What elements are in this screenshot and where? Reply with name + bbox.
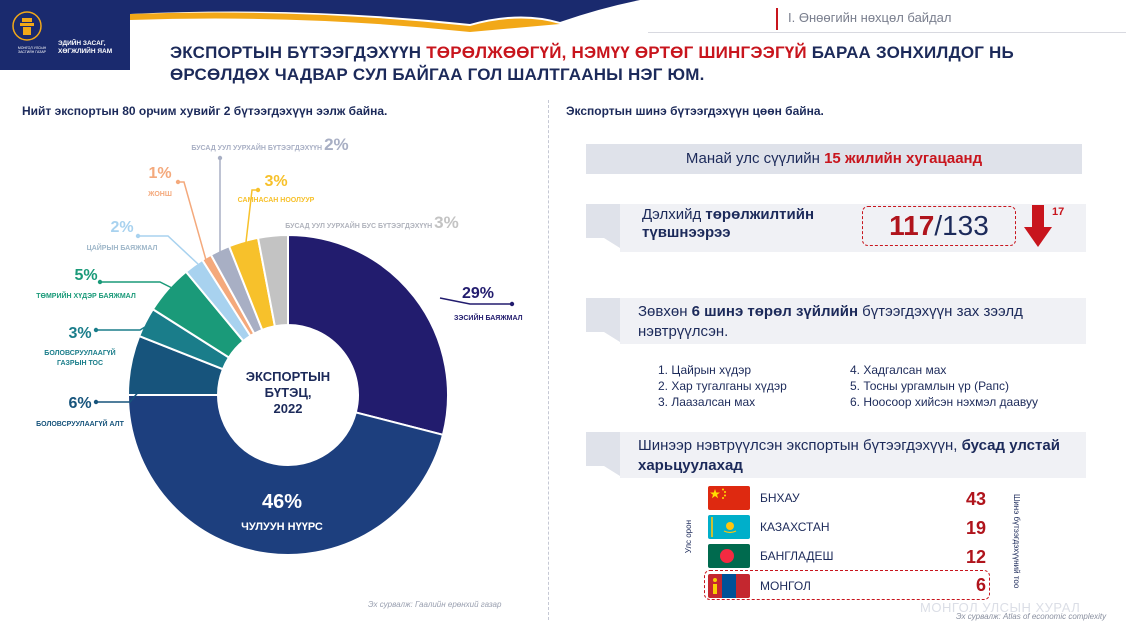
pie-category-label: ЗЭСИЙН БАЯЖМАЛ (454, 313, 523, 322)
watermark: МОНГОЛ УЛСЫН ХУРАЛ (920, 600, 1081, 615)
country-count: 43 (965, 489, 986, 509)
country-name: МОНГОЛ (760, 579, 811, 593)
pie-leader-dot (93, 327, 99, 333)
logo-ministry-text: МОНГОЛ УЛСЫН ЗАСГИЙН ГАЗАР (17, 46, 47, 54)
kazakhstan-flag-icon (708, 515, 750, 539)
country-name: БАНГЛАДЕШ (760, 549, 834, 563)
pie-leader-line (96, 323, 151, 331)
pie-leader-line (439, 297, 512, 305)
pie-percent-label: 1% (148, 165, 171, 182)
mongolia-flag-icon (708, 574, 750, 598)
new-products-text: Зөвхөн 6 шинэ төрөл зүйлийн бүтээгдэхүүн… (638, 303, 1023, 340)
pie-leader-dot (175, 179, 181, 185)
pie-category-label: ГАЗРЫН ТОС (57, 360, 103, 367)
pie-category-label: БОЛОВСРУУЛААГҮЙ АЛТ (36, 419, 124, 428)
period-ribbon: Манай улс сүүлийн 15 жилийн хугацаанд (586, 144, 1082, 174)
new-products-ribbon (586, 298, 1086, 344)
pie-leader-dot (97, 279, 103, 285)
pie-center-title: БҮТЭЦ, (265, 385, 312, 400)
list-item: 4. Хадгалсан мах (850, 363, 947, 377)
pie-leader-dot (135, 233, 141, 239)
pie-percent-label: 6% (68, 395, 91, 412)
country-count: 6 (975, 575, 986, 595)
bangladesh-flag-icon (708, 544, 750, 568)
page-title: ЭКСПОРТЫН БҮТЭЭГДЭХҮҮН ТӨРӨЛЖӨӨГҮЙ, НЭМҮ… (170, 43, 1014, 84)
pie-percent-label: 29% (462, 285, 494, 302)
pie-leader-dot (509, 301, 515, 307)
country-name: КАЗАХСТАН (760, 520, 830, 534)
pie-category-label: ЦАЙРЫН БАЯЖМАЛ (87, 243, 158, 252)
pie-category-label: ТӨМРИЙН ХҮДЭР БАЯЖМАЛ (36, 291, 136, 300)
pie-leader-dot (93, 399, 99, 405)
pie-leader-line (138, 235, 199, 265)
list-item: 1. Цайрын хүдэр (658, 363, 752, 377)
china-flag-icon (708, 486, 750, 510)
pie-percent-label: 46% (262, 491, 302, 513)
pie-leader-line (96, 389, 141, 403)
state-emblem-icon (12, 11, 42, 41)
list-item: 2. Хар тугалганы хүдэр (658, 379, 787, 393)
pie-leader-dot (255, 187, 261, 193)
pie-center-title: ЭКСПОРТЫН (246, 369, 330, 384)
pie-slice (126, 394, 445, 556)
list-item: 3. Лаазалсан мах (658, 395, 756, 409)
mongolia-highlight-box (704, 570, 990, 600)
country-count: 12 (965, 547, 986, 567)
product-list-right: 4. Хадгалсан мах 5. Тосны ургамлын үр (Р… (850, 362, 1038, 410)
pie-category-label: ЧУЛУУН НҮҮРС (241, 521, 323, 533)
pie-percent-label: 5% (74, 267, 97, 284)
section-marker (776, 8, 778, 30)
arrow-down-icon (1024, 205, 1052, 247)
pie-center-title: 2022 (274, 401, 303, 416)
comparison-ribbon (586, 432, 1086, 478)
rank-ribbon (586, 204, 1086, 252)
right-subtitle: Экспортын шинэ бүтээгдэхүүн цөөн байна. (566, 104, 824, 118)
pie-leader-dot (217, 155, 223, 161)
pie-leader-line (100, 281, 173, 289)
pie-percent-label: 3% (68, 325, 91, 342)
pie-category-label: БОЛОВСРУУЛААГҮЙ (44, 348, 115, 357)
left-source-note: Эх сурвалж: Гаалийн ерөнхий газар (368, 600, 502, 609)
left-subtitle: Нийт экспортын 80 орчим хувийг 2 бүтээгд… (22, 104, 388, 118)
ministry-name: ЭДИЙН ЗАСАГ, ХӨГЖЛИЙН ЯАМ (58, 40, 113, 55)
column-divider (548, 100, 549, 620)
pie-percent-label: 3% (264, 173, 287, 190)
section-label: I. Өнөөгийн нөхцөл байдал (788, 10, 952, 25)
comparison-text: Шинээр нэвтрүүлсэн экспортын бүтээгдэхүү… (638, 437, 1060, 474)
section-underline (648, 32, 1126, 33)
axis-label-country: Улс орон (684, 520, 693, 554)
pie-label: БУСАД УУЛ УУРХАЙН БУС БҮТЭЭГДЭХҮҮН 3% (285, 213, 459, 232)
pie-slice (256, 233, 289, 328)
pie-slice (287, 233, 449, 437)
country-count: 19 (965, 518, 986, 538)
pie-label: БУСАД УУЛ УУРХАЙН БҮТЭЭГДЭХҮҮН 2% (191, 135, 348, 154)
rank-value-box: 117/133 (862, 206, 1016, 246)
pie-percent-label: 2% (110, 219, 133, 236)
diversification-rank-text: Дэлхийд төрөлжилтийн түвшнээрээ (642, 206, 815, 241)
rank-drop-value: 17 (1052, 206, 1065, 218)
axis-label-count: Шинэ бүтээгдэхүүний тоо (1012, 494, 1021, 589)
product-list-left: 1. Цайрын хүдэр 2. Хар тугалганы хүдэр 3… (658, 362, 787, 410)
list-item: 5. Тосны ургамлын үр (Рапс) (850, 379, 1009, 393)
country-name: БНХАУ (760, 491, 800, 505)
list-item: 6. Ноосоор хийсэн нэхмэл даавуу (850, 395, 1038, 409)
pie-category-label: ЖОНШ (147, 191, 172, 198)
header-swoosh (0, 0, 640, 32)
right-source-note: Эх сурвалж: Atlas of economic complexity (956, 612, 1107, 621)
pie-category-label: САМНАСАН НООЛУУР (238, 197, 315, 204)
